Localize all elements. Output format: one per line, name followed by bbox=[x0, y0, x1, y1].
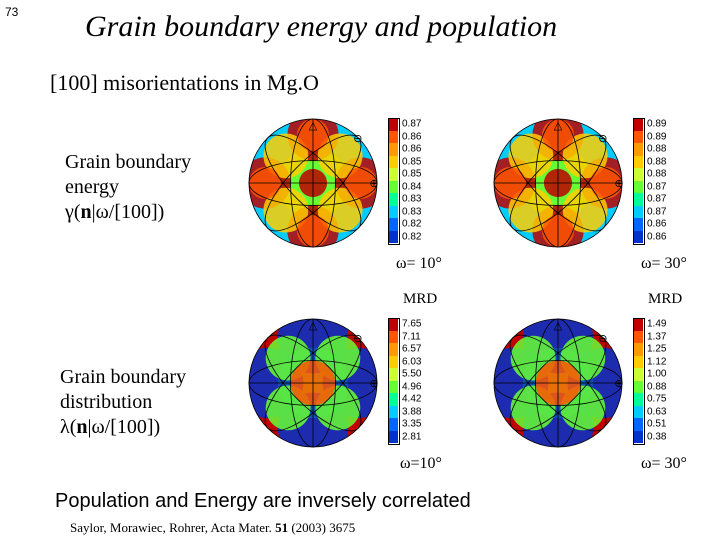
dist-chart-30: ⊕ △ ⊖ bbox=[490, 315, 626, 451]
svg-text:⊖: ⊖ bbox=[598, 133, 607, 145]
citation-authors: Saylor, Morawiec, Rohrer, Acta Mater. bbox=[70, 520, 275, 535]
mrd-label-right: MRD bbox=[648, 291, 682, 308]
omega-dist-30: ω= 30° bbox=[641, 455, 687, 473]
citation: Saylor, Morawiec, Rohrer, Acta Mater. 51… bbox=[70, 520, 355, 536]
energy-chart-10: ⊕ △ ⊖ bbox=[245, 115, 381, 251]
dist-chart-10: ⊕ △ ⊖ bbox=[245, 315, 381, 451]
svg-text:⊖: ⊖ bbox=[353, 333, 362, 345]
colorbar-dist-30: 1.491.371.251.121.000.880.750.630.510.38 bbox=[633, 318, 683, 448]
citation-volume: 51 bbox=[275, 520, 288, 535]
page-number: 73 bbox=[5, 5, 18, 19]
svg-text:⊕: ⊕ bbox=[369, 378, 378, 390]
dist-label-formula: λ(n|ω/[100]) bbox=[60, 416, 160, 438]
energy-label-line2: energy bbox=[65, 176, 119, 198]
svg-text:⊕: ⊕ bbox=[614, 378, 623, 390]
svg-text:⊕: ⊕ bbox=[614, 178, 623, 190]
energy-label: Grain boundary energy γ(n|ω/[100]) bbox=[65, 150, 191, 225]
omega-dist-10: ω=10° bbox=[400, 455, 442, 473]
svg-text:⊕: ⊕ bbox=[369, 178, 378, 190]
conclusion-text: Population and Energy are inversely corr… bbox=[55, 490, 471, 513]
svg-text:△: △ bbox=[309, 120, 318, 132]
svg-text:△: △ bbox=[309, 320, 318, 332]
svg-text:△: △ bbox=[554, 320, 563, 332]
citation-year-page: (2003) 3675 bbox=[288, 520, 355, 535]
subtitle: [100] misorientations in Mg.O bbox=[50, 70, 319, 96]
energy-label-line1: Grain boundary bbox=[65, 151, 191, 173]
colorbar-dist-10: 7.657.116.576.035.504.964.423.883.352.81 bbox=[388, 318, 438, 448]
energy-label-formula: γ(n|ω/[100]) bbox=[65, 201, 164, 223]
colorbar-energy-30: 0.890.890.880.880.880.870.870.870.860.86 bbox=[633, 118, 683, 248]
mrd-label-left: MRD bbox=[403, 291, 437, 308]
svg-text:⊖: ⊖ bbox=[353, 133, 362, 145]
omega-energy-30: ω= 30° bbox=[641, 255, 687, 273]
omega-energy-10: ω= 10° bbox=[396, 255, 442, 273]
energy-chart-30: ⊕ △ ⊖ bbox=[490, 115, 626, 251]
dist-label-line1: Grain boundary bbox=[60, 366, 186, 388]
dist-label-line2: distribution bbox=[60, 391, 152, 413]
page-title: Grain boundary energy and population bbox=[85, 10, 557, 44]
svg-text:⊖: ⊖ bbox=[598, 333, 607, 345]
colorbar-energy-10: 0.870.860.860.850.850.840.830.830.820.82 bbox=[388, 118, 438, 248]
svg-text:△: △ bbox=[554, 120, 563, 132]
distribution-label: Grain boundary distribution λ(n|ω/[100]) bbox=[60, 365, 186, 440]
